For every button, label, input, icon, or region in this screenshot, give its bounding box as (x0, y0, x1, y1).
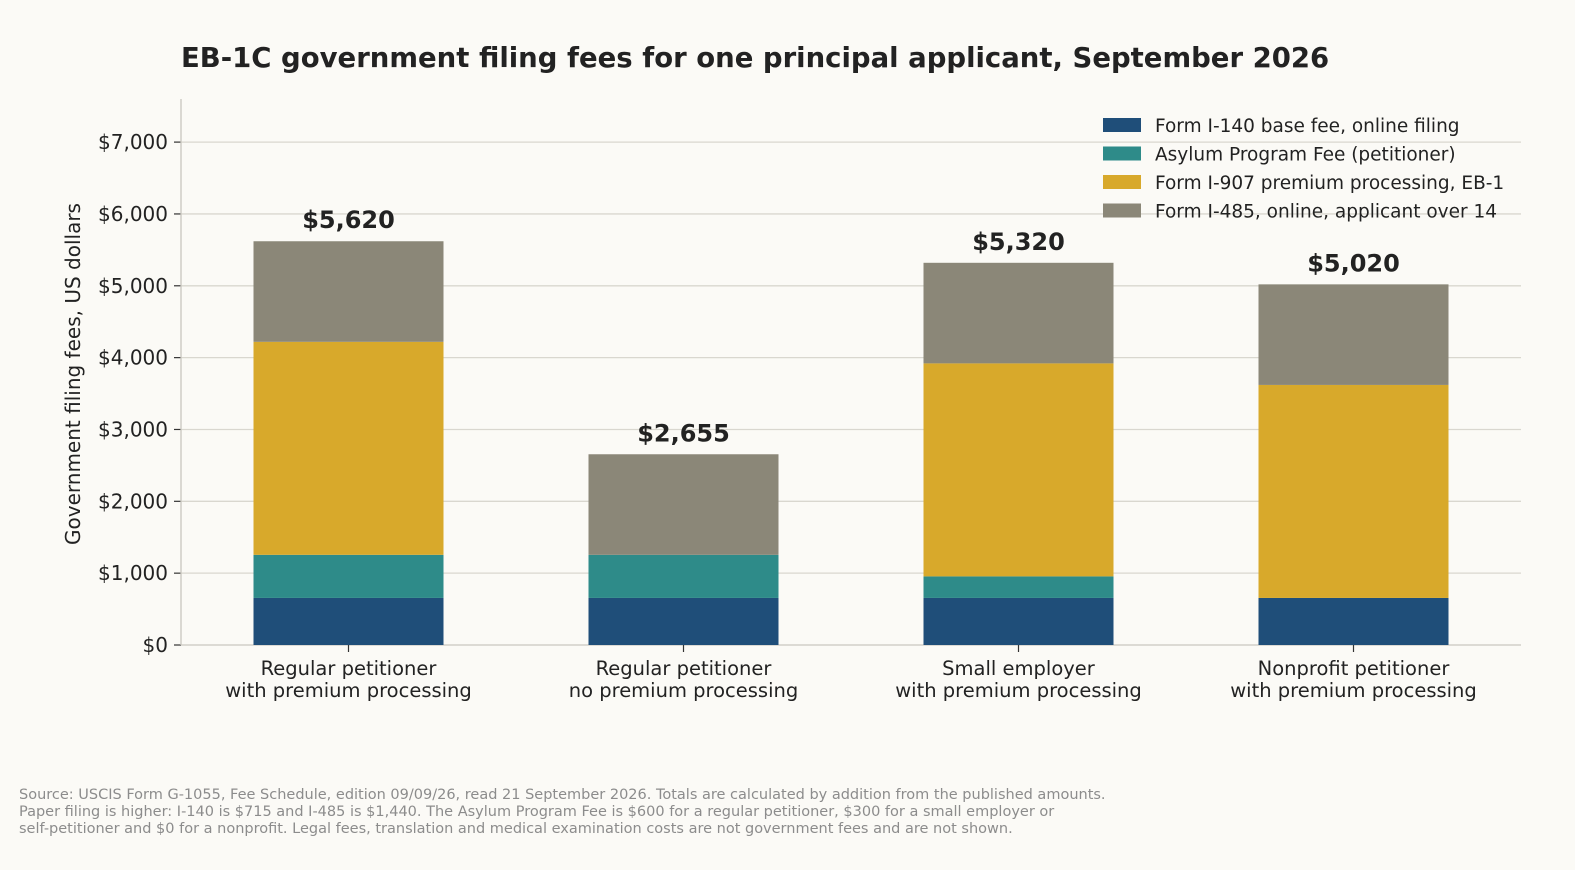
x-tick-label: Regular petitioner (261, 657, 438, 680)
bar-segment (923, 363, 1114, 577)
bar-segment (1258, 597, 1449, 645)
legend-swatch (1103, 146, 1141, 161)
legend-label: Form I-907 premium processing, EB-1 (1155, 173, 1504, 194)
x-tick-label: with premium processing (225, 679, 472, 702)
x-tick-label: with premium processing (1230, 679, 1477, 702)
y-tick-label: $4,000 (98, 346, 168, 370)
bar-segment (253, 341, 444, 555)
bar-segment (253, 241, 444, 342)
chart-title: EB-1C government filing fees for one pri… (181, 42, 1329, 74)
y-tick-label: $3,000 (98, 417, 168, 441)
legend: Form I-140 base fee, online filing Asylum… (1103, 116, 1504, 223)
x-tick-label: with premium processing (895, 679, 1142, 702)
bar-segment (588, 597, 779, 645)
bar-segment (1258, 384, 1449, 598)
bar-total-label: $2,655 (637, 419, 730, 447)
bar-segment (253, 597, 444, 645)
x-tick-label: Small employer (942, 657, 1096, 680)
legend-label: Form I-140 base fee, online filing (1155, 116, 1460, 137)
legend-swatch (1103, 175, 1141, 189)
bar-segment (923, 262, 1114, 364)
bar-total-label: $5,620 (302, 206, 395, 234)
y-tick-label: $5,000 (98, 274, 168, 298)
bar-segment (588, 554, 779, 598)
legend-label: Asylum Program Fee (petitioner) (1155, 145, 1456, 166)
y-tick-label: $7,000 (98, 130, 168, 154)
bar-segment (923, 597, 1114, 645)
y-tick-label: $0 (143, 633, 168, 657)
y-axis-label: Government filing fees, US dollars (61, 203, 85, 545)
x-tick-label: Regular petitioner (596, 657, 773, 680)
legend-swatch (1103, 118, 1141, 132)
bar-total-label: $5,020 (1307, 249, 1400, 277)
bar-total-label: $5,320 (972, 228, 1065, 256)
x-tick-label: no premium processing (569, 679, 799, 702)
bar-segment (923, 576, 1114, 598)
footnote-line: Paper filing is higher: I-140 is $715 an… (19, 804, 1055, 820)
y-tick-label: $1,000 (98, 561, 168, 585)
y-tick-label: $2,000 (98, 489, 168, 513)
bar-segment (1258, 284, 1449, 385)
bars (253, 241, 1449, 645)
y-tick-label: $6,000 (98, 202, 168, 226)
bar-segment (253, 554, 444, 598)
legend-swatch (1103, 203, 1141, 218)
bar-segment (588, 454, 779, 555)
footnote-line: Source: USCIS Form G-1055, Fee Schedule,… (19, 787, 1106, 803)
footnote: Source: USCIS Form G-1055, Fee Schedule,… (19, 787, 1259, 838)
x-tick-label: Nonprofit petitioner (1258, 657, 1451, 680)
footnote-line: self-petitioner and $0 for a nonprofit. … (19, 821, 1013, 837)
legend-label: Form I-485, online, applicant over 14 (1155, 202, 1497, 223)
